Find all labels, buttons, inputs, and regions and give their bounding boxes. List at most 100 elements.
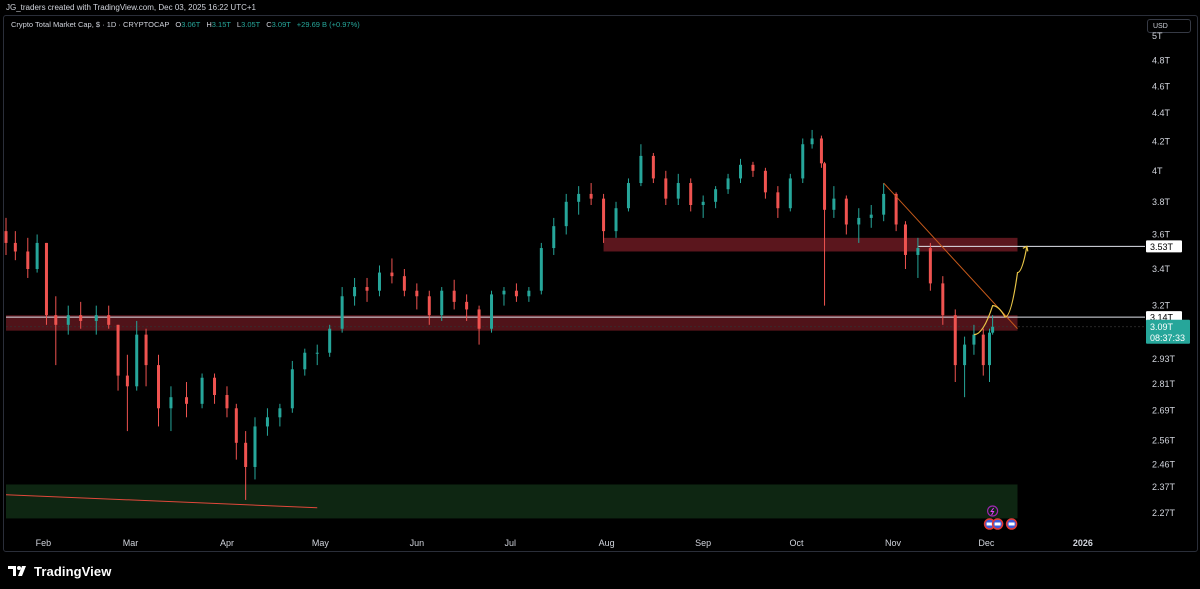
candle-body-75	[894, 193, 898, 225]
tradingview-logo: TradingView	[8, 563, 111, 579]
candle-body-46	[552, 226, 556, 249]
candle-body-57	[689, 183, 693, 205]
y-tick-label-9: 3.2T	[1152, 301, 1171, 311]
price-tag-label-1: 3.53T	[1150, 242, 1174, 252]
y-tick-label-5: 4T	[1152, 166, 1163, 176]
flag-stripe-3	[1008, 522, 1015, 526]
y-tick-label-2: 4.6T	[1152, 81, 1171, 91]
candle-body-64	[776, 192, 780, 209]
candle-body-44	[527, 290, 531, 297]
candle-body-67	[810, 138, 814, 145]
candle-body-16	[185, 397, 189, 404]
trendline-1	[5, 494, 318, 509]
candle-body-72	[857, 217, 861, 225]
candle-body-32	[377, 272, 381, 291]
candle-body-78	[928, 248, 932, 284]
y-tick-label-7: 3.6T	[1152, 229, 1171, 239]
candle-body-40	[477, 309, 481, 329]
candle-body-48	[577, 193, 581, 202]
candle-body-30	[353, 287, 357, 297]
candle-body-47	[564, 201, 568, 227]
low-value: 3.05T	[241, 20, 261, 29]
close-value: 3.09T	[271, 20, 291, 29]
candle-body-35	[415, 290, 419, 297]
candle-body-31	[365, 287, 369, 291]
current-price-label: 3.09T	[1150, 322, 1174, 332]
low-label: L	[236, 20, 242, 29]
close-label: C	[266, 20, 272, 29]
candle-body-8	[94, 315, 98, 321]
candle-body-23	[265, 417, 269, 427]
candle-body-39	[465, 301, 469, 310]
candle-body-71	[844, 198, 848, 225]
x-tick-label-5: Jul	[504, 538, 516, 548]
flag-stripe-1	[986, 522, 993, 526]
candle-body-38	[452, 290, 456, 302]
candle-body-73	[869, 214, 873, 218]
candle-body-84	[987, 332, 991, 366]
open-label: O	[175, 20, 182, 29]
candle-body-80	[953, 315, 957, 366]
current-price-tag-bg	[1146, 319, 1190, 344]
candle-body-2	[26, 251, 30, 270]
candle-body-69	[823, 163, 827, 210]
x-tick-label-2: Apr	[220, 538, 234, 548]
candle-body-27	[315, 352, 319, 354]
symbol-legend: Crypto Total Market Cap, $ · 1D · CRYPTO…	[11, 20, 360, 29]
price-tag-label-2: 3.14T	[1150, 313, 1174, 323]
candle-body-74	[882, 193, 886, 215]
x-tick-label-6: Aug	[599, 538, 615, 548]
candle-body-50	[602, 198, 606, 232]
candle-body-81	[963, 344, 967, 366]
open-value: 3.06T	[181, 20, 201, 29]
candle-body-77	[916, 248, 920, 255]
candle-body-49	[589, 193, 593, 199]
y-tick-label-3: 4.4T	[1152, 108, 1171, 118]
x-tick-label-3: May	[312, 538, 330, 548]
candle-body-28	[328, 328, 332, 353]
candle-body-18	[213, 377, 217, 395]
y-tick-label-16: 2.27T	[1152, 508, 1176, 518]
candle-body-59	[714, 189, 718, 202]
candle-body-61	[739, 164, 743, 179]
candle-body-51	[614, 208, 618, 232]
candle-body-58	[701, 201, 705, 205]
flag-stripe-2	[994, 522, 1001, 526]
candle-body-37	[440, 290, 444, 316]
chart-frame	[3, 15, 1198, 552]
candle-body-43	[514, 290, 518, 297]
candle-body-6	[66, 315, 70, 325]
candle-body-33	[390, 272, 394, 277]
y-tick-label-6: 3.8T	[1152, 197, 1171, 207]
candle-body-41	[490, 294, 494, 329]
projection-path	[973, 246, 1028, 336]
currency-button[interactable]: USD	[1147, 19, 1191, 33]
symbol-title: Crypto Total Market Cap, $ · 1D · CRYPTO…	[11, 20, 170, 29]
y-tick-label-15: 2.37T	[1152, 482, 1176, 492]
candle-body-3	[35, 242, 39, 270]
x-tick-label-7: Sep	[695, 538, 711, 548]
candle-body-26	[303, 352, 307, 370]
candle-body-12	[135, 334, 139, 387]
candle-body-42	[502, 290, 506, 295]
y-tick-label-4: 4.2T	[1152, 136, 1171, 146]
x-tick-label-9: Nov	[885, 538, 902, 548]
candle-body-56	[676, 183, 680, 199]
countdown-label: 08:37:33	[1150, 333, 1185, 343]
candle-body-82	[972, 334, 976, 345]
candle-body-1	[13, 242, 17, 252]
price-tag-bg-1	[1146, 240, 1182, 253]
change-value: +29.69 B (+0.97%)	[296, 20, 360, 29]
candle-body-36	[427, 296, 431, 316]
candle-body-13	[144, 334, 148, 366]
x-tick-label-11: 2026	[1073, 538, 1093, 548]
chart-credit: JG_traders created with TradingView.com,…	[6, 3, 256, 12]
y-tick-label-13: 2.56T	[1152, 435, 1176, 445]
high-label: H	[206, 20, 212, 29]
candle-body-54	[651, 155, 655, 179]
event-lightning-icon	[987, 505, 999, 517]
y-tick-label-8: 3.4T	[1152, 264, 1171, 274]
candle-body-14	[157, 365, 161, 409]
candle-body-55	[664, 178, 668, 199]
